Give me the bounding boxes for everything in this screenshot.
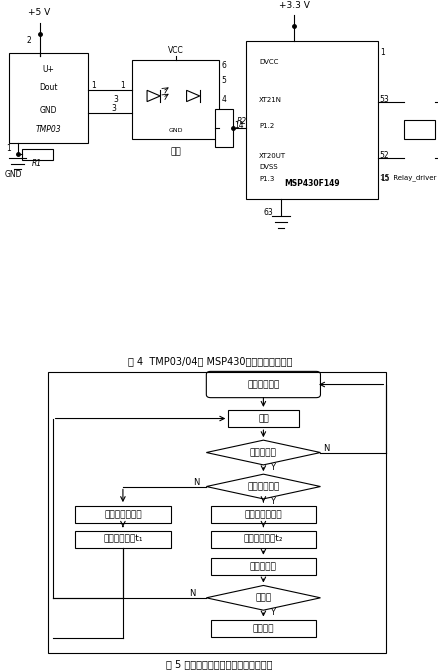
Text: GND: GND	[168, 128, 183, 132]
Text: 上升沿触发？: 上升沿触发？	[247, 482, 279, 491]
Text: XT20UT: XT20UT	[258, 153, 286, 159]
FancyBboxPatch shape	[245, 42, 377, 200]
Text: Y: Y	[269, 607, 274, 617]
Text: 6: 6	[221, 60, 226, 70]
Text: XT21N: XT21N	[258, 97, 281, 103]
Text: 记录计数值到t₂: 记录计数值到t₂	[243, 535, 283, 544]
Text: R2: R2	[237, 117, 247, 126]
FancyBboxPatch shape	[9, 52, 88, 143]
FancyBboxPatch shape	[22, 149, 53, 160]
FancyBboxPatch shape	[403, 120, 434, 139]
Text: 图 4  TMP03/04与 MSP430微处理器接口电路: 图 4 TMP03/04与 MSP430微处理器接口电路	[128, 356, 292, 366]
Text: 定时器初始化: 定时器初始化	[247, 380, 279, 389]
Text: N: N	[322, 444, 328, 453]
Text: 1: 1	[120, 81, 125, 91]
Text: U+: U+	[42, 65, 54, 73]
Text: Dout: Dout	[39, 83, 57, 92]
Text: 1: 1	[379, 48, 384, 56]
FancyBboxPatch shape	[210, 620, 315, 637]
Text: 2: 2	[26, 36, 31, 45]
Text: N: N	[193, 478, 199, 487]
FancyBboxPatch shape	[215, 109, 232, 146]
Text: 等待: 等待	[258, 414, 268, 423]
Text: 超温？: 超温？	[255, 593, 271, 602]
Text: 15: 15	[379, 173, 389, 183]
Text: P1.3: P1.3	[258, 175, 274, 181]
Text: 3: 3	[111, 104, 116, 113]
Text: DVSS: DVSS	[258, 165, 277, 170]
Text: 图 5 捕获口获取计数值方式程序流程图: 图 5 捕获口获取计数值方式程序流程图	[166, 659, 272, 669]
Text: 5: 5	[221, 76, 226, 85]
Text: 改为下降沿触及: 改为下降沿触及	[244, 510, 282, 519]
Text: GND: GND	[4, 170, 22, 179]
Text: P1.2: P1.2	[258, 123, 274, 129]
Text: 4: 4	[221, 95, 226, 103]
Text: TMP03: TMP03	[35, 125, 61, 134]
FancyBboxPatch shape	[131, 60, 219, 139]
Text: 1: 1	[91, 81, 96, 91]
Text: 超温保护: 超温保护	[252, 624, 273, 633]
FancyBboxPatch shape	[228, 410, 298, 427]
Text: 计算温度值: 计算温度值	[249, 562, 276, 571]
FancyBboxPatch shape	[206, 372, 320, 398]
FancyBboxPatch shape	[210, 531, 315, 548]
Text: VCC: VCC	[167, 46, 183, 54]
Text: R1: R1	[32, 159, 42, 167]
Text: 1: 1	[7, 144, 11, 153]
Text: 3: 3	[113, 95, 118, 103]
Text: 光耦: 光耦	[170, 147, 180, 157]
Text: 14: 14	[233, 121, 243, 130]
Text: 捕获中断？: 捕获中断？	[249, 448, 276, 457]
Text: 53: 53	[379, 95, 389, 103]
Text: N: N	[188, 589, 195, 598]
Text: DVCC: DVCC	[258, 59, 278, 65]
Text: 记录计数值到t₁: 记录计数值到t₁	[103, 535, 142, 544]
Text: 改为上升沿触及: 改为上升沿触及	[104, 510, 141, 519]
Text: +5 V: +5 V	[28, 8, 50, 17]
Text: MSP430F149: MSP430F149	[283, 179, 339, 188]
Text: 52: 52	[379, 151, 389, 160]
Text: Y: Y	[269, 497, 274, 505]
Text: GND: GND	[39, 106, 57, 115]
Text: Y: Y	[269, 462, 274, 472]
FancyBboxPatch shape	[210, 506, 315, 523]
FancyBboxPatch shape	[210, 558, 315, 575]
FancyBboxPatch shape	[74, 531, 171, 548]
FancyBboxPatch shape	[74, 506, 171, 523]
Text: 63: 63	[263, 208, 272, 216]
Text: +3.3 V: +3.3 V	[278, 1, 309, 9]
Text: 15  Relay_driver: 15 Relay_driver	[379, 174, 435, 181]
